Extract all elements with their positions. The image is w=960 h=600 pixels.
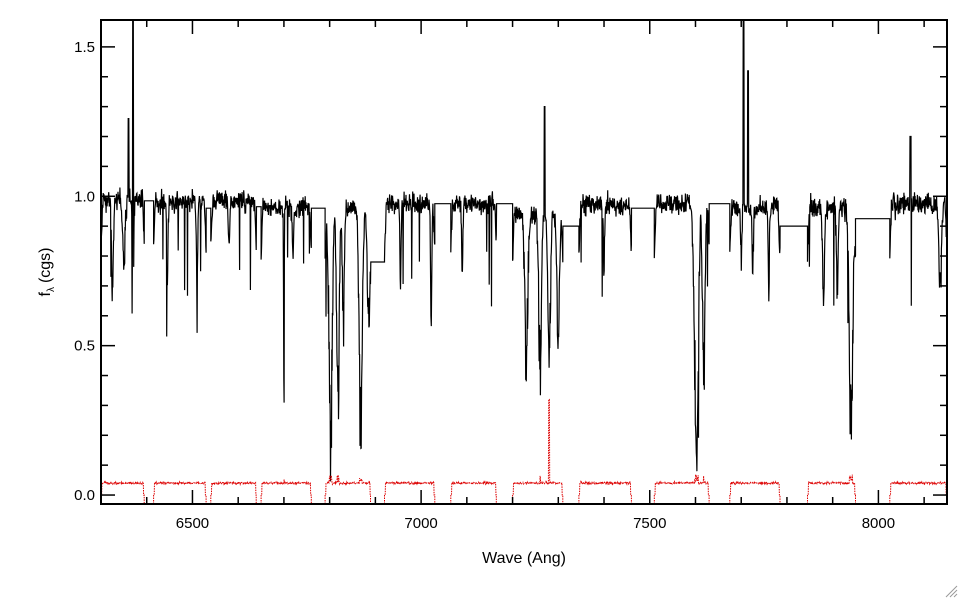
y-tick-label: 1.0 — [74, 188, 95, 205]
x-tick-labels: 6500 7000 7500 8000 — [176, 515, 895, 532]
y-tick-label: 0.0 — [74, 487, 95, 504]
resize-grip-icon[interactable] — [944, 584, 958, 598]
x-tick-label: 8000 — [862, 515, 895, 532]
x-tick-label: 7000 — [404, 515, 437, 532]
y-tick-label: 1.5 — [74, 39, 95, 56]
error-line — [100, 398, 948, 504]
y-axis-label-main: f — [37, 292, 54, 297]
y-axis-label: fλ (cgs) — [37, 247, 57, 296]
x-tick-label: 6500 — [176, 515, 209, 532]
y-tick-labels: 0.0 0.5 1.0 1.5 — [74, 39, 95, 504]
y-tick-label: 0.5 — [74, 338, 95, 355]
y-axis-label-sub: λ — [46, 287, 57, 292]
y-axis-label-unit: (cgs) — [37, 247, 54, 283]
error-series — [100, 398, 948, 504]
axis-ticks — [100, 20, 947, 504]
flux-series — [100, 19, 948, 482]
svg-text:fλ(cgs): fλ (cgs) — [37, 247, 57, 296]
x-tick-label: 7500 — [633, 515, 666, 532]
plot-frame — [100, 19, 948, 505]
x-axis-label: Wave (Ang) — [482, 550, 566, 567]
flux-line — [100, 19, 948, 482]
